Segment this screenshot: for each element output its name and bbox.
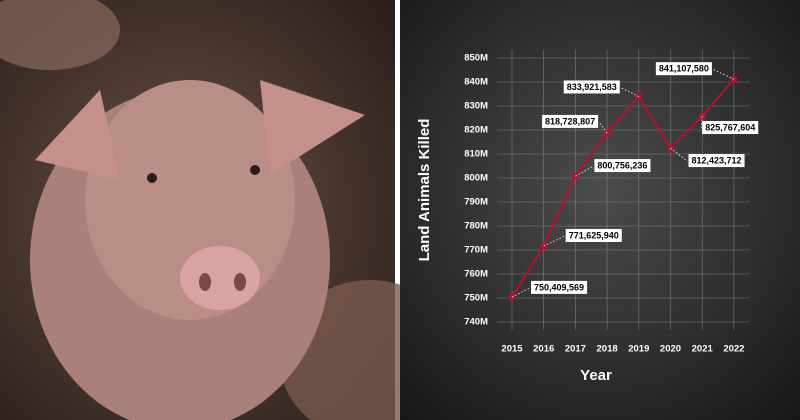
y-tick-label: 750M [464, 293, 488, 304]
value-label-box [594, 159, 651, 173]
leader [712, 68, 735, 80]
data-line [511, 78, 735, 298]
value-label: 750,409,569 [534, 282, 584, 292]
y-tick-label: 840M [464, 77, 488, 88]
x-tick-label: 2021 [692, 344, 714, 355]
leader [543, 235, 565, 247]
x-tick-label: 2017 [565, 344, 586, 355]
y-tick-label: 770M [464, 245, 488, 256]
y-tick-label: 760M [464, 269, 488, 280]
data-point [508, 293, 516, 301]
value-label: 833,921,583 [567, 82, 617, 92]
y-tick-label: 820M [464, 125, 488, 136]
y-tick-label: 740M [464, 317, 488, 328]
value-label: 812,423,712 [692, 156, 742, 166]
leader [670, 147, 688, 162]
value-label: 771,625,940 [569, 230, 619, 240]
x-tick-label: 2022 [723, 344, 744, 355]
value-label-box [565, 228, 622, 242]
value-label-box [531, 280, 588, 294]
value-label: 800,756,236 [597, 161, 647, 171]
x-tick-label: 2019 [628, 344, 649, 355]
photo [0, 0, 460, 420]
y-tick-label: 810M [464, 149, 488, 160]
x-tick-label: 2016 [533, 344, 554, 355]
value-label-box [702, 121, 759, 135]
value-label: 818,728,807 [545, 116, 595, 126]
y-tick-label: 830M [464, 101, 488, 112]
y-tick-label: 850M [464, 53, 488, 64]
x-tick-label: 2015 [501, 344, 523, 355]
value-label: 825,767,604 [705, 123, 755, 133]
x-axis-title: Year [580, 367, 612, 384]
x-tick-label: 2020 [660, 344, 681, 355]
y-tick-label: 790M [464, 197, 488, 208]
y-tick-label: 780M [464, 221, 488, 232]
value-label: 841,107,580 [659, 64, 709, 74]
y-axis-title: Land Animals Killed [416, 119, 433, 262]
value-label-box [563, 80, 620, 94]
value-label-box [655, 62, 712, 76]
value-label-box [542, 114, 599, 128]
chart-panel [400, 0, 800, 420]
x-tick-label: 2018 [597, 344, 618, 355]
value-label-box [688, 154, 745, 168]
leader [598, 121, 608, 134]
y-tick-label: 800M [464, 173, 488, 184]
